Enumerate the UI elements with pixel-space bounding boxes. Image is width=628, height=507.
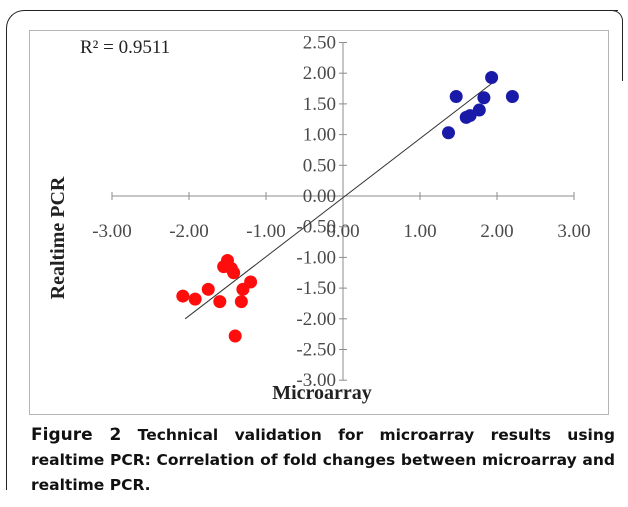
figure-frame [6,10,618,490]
data-point [485,70,499,84]
trendline [184,82,494,320]
x-tick-label: 2.00 [480,221,513,242]
figure-label: Figure 2 [31,425,122,445]
x-tick-label: -2.00 [169,221,209,242]
figure-frame-corner [612,10,623,81]
data-point [201,282,215,296]
data-point [213,295,227,309]
y-tick-label: 2.50 [303,33,336,54]
x-axis-title: Microarray [272,382,372,404]
y-tick-label: -1.00 [296,247,336,268]
y-tick-label: -2.00 [296,309,336,330]
x-tick-label: 0.00 [326,221,359,242]
data-point [227,266,241,280]
data-point [228,329,242,343]
y-tick-label: -0.50 [296,217,336,238]
data-point [477,91,491,105]
y-tick-label: 1.00 [303,125,336,146]
y-tick-label: -3.00 [296,370,336,391]
data-point [505,90,519,104]
y-tick-label: -2.50 [296,340,336,361]
r-squared-annotation: R² = 0.9511 [80,37,170,58]
y-axis-title: Realtime PCR [47,176,69,299]
data-point [234,295,248,309]
data-point [472,103,486,117]
y-tick-label: 1.50 [303,94,336,115]
data-point [244,275,258,289]
data-point [441,126,455,140]
y-tick-label: 0.50 [303,155,336,176]
x-tick-label: 3.00 [557,221,590,242]
x-tick-label: -3.00 [92,221,132,242]
y-tick-label: 2.00 [303,63,336,84]
scatter-chart: -3.00 -2.00 -1.00 0.00 1.00 2.00 3.00 2.50 2.00 1… [47,33,591,405]
chart-area: -3.00 -2.00 -1.00 0.00 1.00 2.00 3.00 2.50 2.00 1… [29,30,609,415]
y-tick-label: 0.00 [303,186,336,207]
x-tick-label: 1.00 [403,221,436,242]
data-point [188,292,202,306]
x-tick-label: -1.00 [246,221,286,242]
data-point [449,90,463,104]
caption-text: Technical validation for microarray resu… [31,426,616,494]
data-point [176,289,190,303]
y-tick-label: -1.50 [296,278,336,299]
figure-caption: Figure 2 Technical validation for microa… [31,423,615,498]
